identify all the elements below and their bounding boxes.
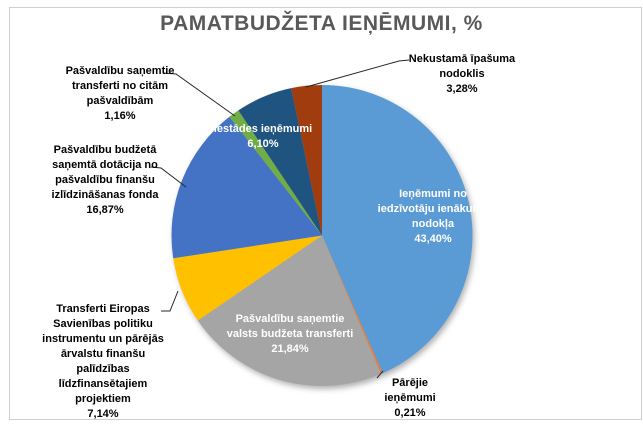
pie-slice-2[interactable]	[197, 235, 381, 386]
leader-line-citam-pasvaldibam	[162, 72, 236, 117]
data-label-parejie-ienemumi: Pārējie ieņēmumi 0,21%	[384, 377, 436, 419]
leader-line-dotacija	[150, 166, 187, 188]
data-label-dotacija-izlidzinasanas-fonda: Pašvaldību budžetā saņemtā dotācija no p…	[51, 144, 159, 216]
pie-slice-5[interactable]	[229, 110, 322, 236]
leader-line-nekustama	[305, 59, 410, 88]
pie-slice-7[interactable]	[291, 85, 322, 236]
leader-line-parejie	[376, 370, 384, 379]
pie-slice-1[interactable]	[322, 235, 383, 375]
pie-slice-4[interactable]	[171, 116, 322, 259]
data-label-iedzivotaju-ienakuma-nodoklis: Ieņēmumi no iedzīvotāju ienākuma nodokļa…	[377, 188, 489, 245]
data-label-transferti-eiropas-savienibas: Transferti Eiropas Savienības politiku i…	[42, 303, 164, 420]
data-label-transferti-no-citam-pasvaldibam: Pašvaldību saņemtie transferti no citām …	[65, 65, 175, 122]
pie-slice-3[interactable]	[173, 235, 322, 321]
data-label-nekustama-ipasuma-nodoklis: Nekustamā īpašuma nodoklis 3,28%	[408, 53, 516, 95]
chart-title: PAMATBUDŽETA IEŅĒMUMI, %	[160, 12, 483, 35]
data-label-iestades-ienemumi: Iestādes ieņēmumi 6,10%	[213, 123, 313, 150]
pie-slice-6[interactable]	[238, 88, 322, 236]
leader-line-transferti-es	[161, 290, 179, 312]
data-label-valsts-budzeta-transferti: Pašvaldību saņemtie valsts budžeta trans…	[226, 313, 354, 355]
pie-slices	[171, 85, 473, 386]
pie-slice-0[interactable]	[322, 85, 473, 374]
